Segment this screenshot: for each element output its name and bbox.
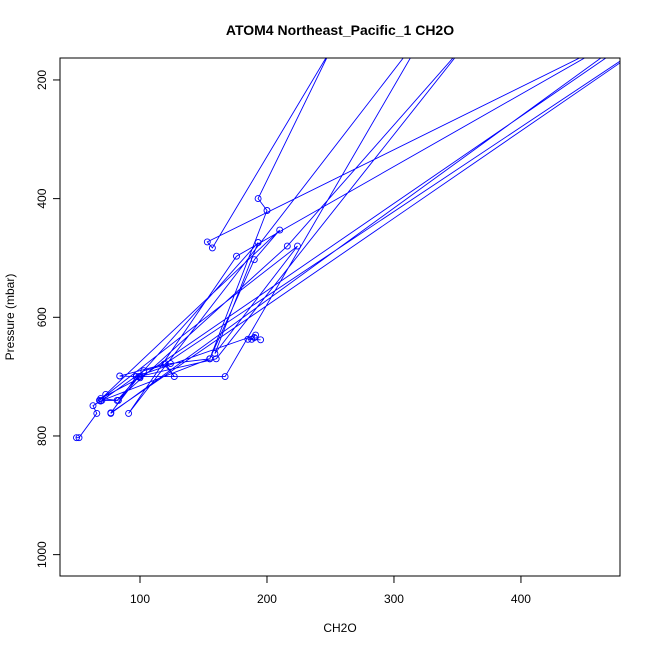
y-tick-label: 1000 (35, 541, 49, 568)
series-line (77, 9, 650, 438)
x-axis-label: CH2O (323, 621, 356, 635)
data-point (328, 47, 334, 53)
y-axis: 200 400 600 800 1000 (35, 70, 60, 568)
x-tick-label: 400 (511, 592, 531, 606)
x-axis: 100 200 300 400 (130, 576, 531, 606)
data-point (467, 35, 473, 41)
y-tick-label: 400 (35, 188, 49, 208)
chart-title: ATOM4 Northeast_Pacific_1 CH2O (226, 22, 454, 38)
y-tick-label: 200 (35, 70, 49, 90)
series-layer (77, 9, 650, 438)
x-tick-label: 200 (257, 592, 277, 606)
plot-frame (60, 58, 620, 576)
x-tick-label: 100 (130, 592, 150, 606)
y-tick-label: 800 (35, 426, 49, 446)
points-layer (74, 6, 650, 441)
x-tick-label: 300 (384, 592, 404, 606)
y-axis-label: Pressure (mbar) (3, 274, 17, 361)
y-tick-label: 600 (35, 307, 49, 327)
